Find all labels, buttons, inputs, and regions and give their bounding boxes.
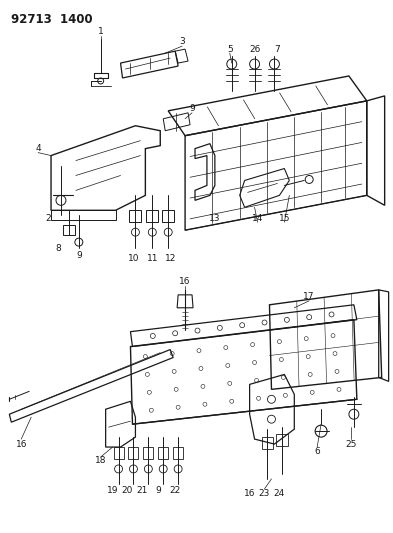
Text: 16: 16	[179, 277, 191, 286]
Text: 4: 4	[35, 144, 41, 153]
Text: 12: 12	[165, 254, 176, 263]
Text: 16: 16	[15, 440, 27, 449]
Text: 1: 1	[98, 27, 104, 36]
Text: 25: 25	[345, 440, 356, 449]
Text: 13: 13	[209, 214, 220, 223]
Text: 2: 2	[45, 214, 51, 223]
Text: 14: 14	[252, 214, 263, 223]
Text: 23: 23	[259, 489, 270, 498]
Text: 92713  1400: 92713 1400	[11, 13, 93, 26]
Text: 6: 6	[314, 447, 320, 456]
Text: 21: 21	[137, 486, 148, 495]
Text: 15: 15	[279, 214, 290, 223]
Text: 18: 18	[95, 456, 107, 465]
Text: 20: 20	[122, 486, 133, 495]
Text: 11: 11	[147, 254, 158, 263]
Text: 22: 22	[169, 486, 181, 495]
Text: 9: 9	[76, 251, 82, 260]
Text: 10: 10	[128, 254, 139, 263]
Text: 5: 5	[227, 45, 233, 54]
Text: 24: 24	[274, 489, 285, 498]
Text: 8: 8	[55, 244, 61, 253]
Text: 17: 17	[303, 292, 315, 301]
Text: 19: 19	[107, 486, 118, 495]
Text: 3: 3	[179, 37, 185, 46]
Text: 7: 7	[275, 45, 280, 54]
Text: 9: 9	[189, 104, 195, 114]
Text: 16: 16	[244, 489, 255, 498]
Text: 26: 26	[249, 45, 260, 54]
Text: 9: 9	[155, 486, 161, 495]
